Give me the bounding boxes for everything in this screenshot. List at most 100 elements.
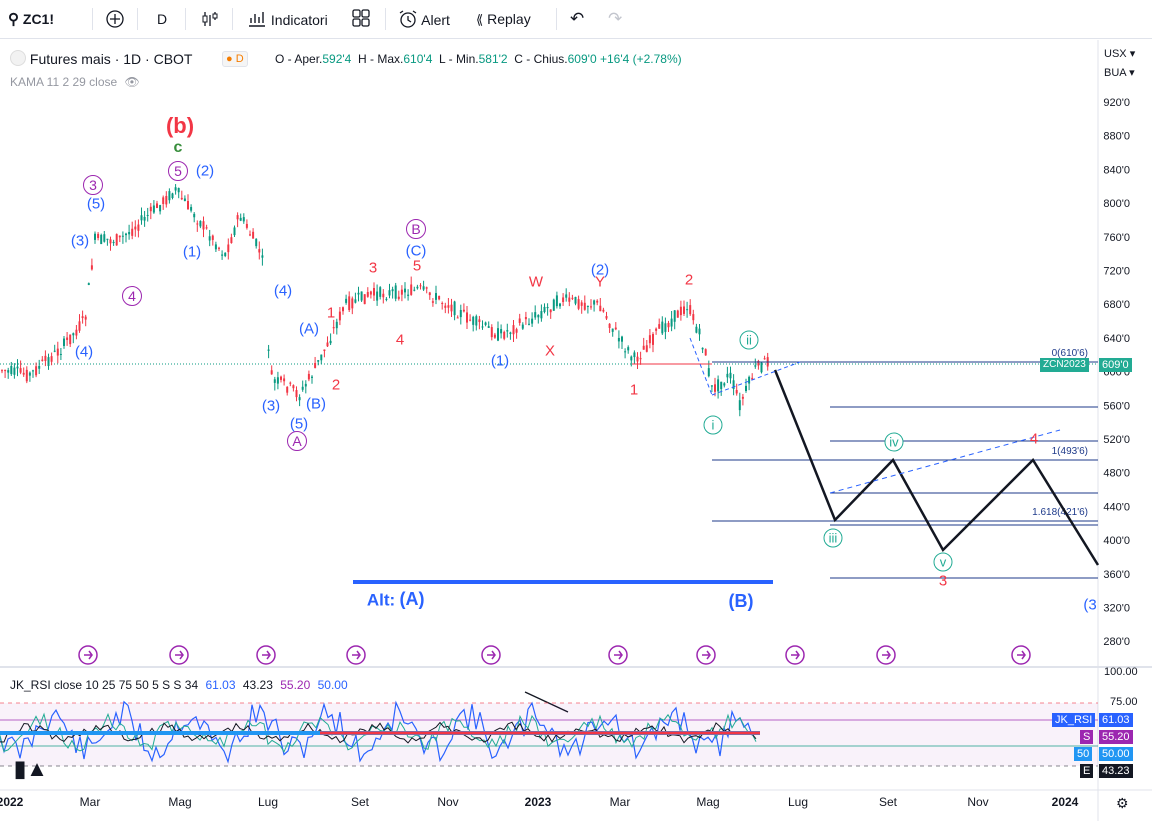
dashed-trendline[interactable]	[829, 429, 1061, 494]
wave-label-x-red[interactable]: X	[544, 342, 556, 360]
time-tick: Mar	[610, 795, 631, 809]
rsi-value-4: 50.00	[317, 678, 348, 692]
wave-label-alt[interactable]: Alt:	[366, 590, 396, 610]
interval-button[interactable]: D	[157, 11, 168, 27]
wave-label-one-red[interactable]: 1	[326, 304, 336, 322]
kama-legend[interactable]: KAMA 11 2 29 close 👁	[10, 75, 140, 89]
wave-label-iv-circ[interactable]: iv	[884, 432, 904, 452]
undo-button[interactable]: ↶	[570, 9, 584, 29]
projection-path[interactable]	[773, 369, 1100, 566]
eye-off-icon[interactable]: 👁	[124, 75, 140, 89]
event-icon[interactable]	[346, 645, 366, 665]
wave-label-four-red[interactable]: 4	[395, 331, 405, 349]
candle-body	[515, 329, 518, 333]
time-tick: Set	[879, 795, 898, 809]
wave-label-b-circ[interactable]: B	[406, 219, 426, 239]
wave-label-three-red[interactable]: 3	[368, 259, 378, 277]
wave-label-b-big[interactable]: (b)	[165, 113, 195, 138]
divergence-line[interactable]	[524, 691, 569, 713]
candle-body	[156, 203, 158, 209]
candle-body	[363, 294, 366, 305]
chart-canvas[interactable]: 0(610'6) 1(493'6) 1.618(421'6) 920'0 880'…	[0, 40, 1152, 821]
candle-body	[720, 381, 723, 390]
wave-label-four-paren-b[interactable]: (4)	[273, 282, 293, 300]
add-symbol-button[interactable]	[105, 9, 125, 29]
wave-label-one-paren[interactable]: (1)	[182, 243, 202, 261]
indicators-button[interactable]: Indicatori	[247, 9, 328, 29]
wave-label-five-circ[interactable]: 5	[168, 161, 188, 181]
events-row[interactable]	[78, 645, 1031, 665]
wave-label-one-paren-b[interactable]: (1)	[490, 352, 510, 370]
event-icon[interactable]	[481, 645, 501, 665]
wave-label-iii-circ[interactable]: iii	[823, 528, 843, 548]
wave-label-five-paren-b[interactable]: (5)	[289, 415, 309, 433]
wave-label-i-circ[interactable]: i	[703, 415, 723, 435]
dashed-trendline[interactable]	[711, 361, 801, 396]
replay-button[interactable]: ⟪ Replay	[476, 9, 531, 29]
wave-label-four-red-b[interactable]: 4	[1029, 430, 1039, 448]
wave-label-b-paren[interactable]: (B)	[306, 395, 326, 413]
candle-body	[741, 396, 744, 399]
wave-label-three-red-b[interactable]: 3	[938, 572, 948, 590]
candle-body	[38, 365, 41, 369]
wave-label-three-paren-b[interactable]: (3)	[261, 397, 281, 415]
candle-body	[283, 378, 286, 382]
event-icon[interactable]	[78, 645, 98, 665]
wave-label-y-red[interactable]: Y	[594, 273, 606, 291]
wave-label-three-circ[interactable]: 3	[83, 175, 103, 195]
redo-button[interactable]: ↷	[608, 9, 622, 29]
wave-label-w-red[interactable]: W	[528, 273, 544, 291]
price-axis[interactable]: 920'0 880'0 840'0 800'0 760'0 720'0 680'0 640'0…	[1103, 97, 1130, 648]
wave-label-c-green[interactable]: c	[173, 139, 183, 156]
candle-body	[416, 286, 419, 289]
candle-body	[258, 249, 261, 253]
candle-body	[376, 291, 379, 301]
change-value: +16'4 (+2.78%)	[599, 52, 682, 66]
wave-label-five-paren[interactable]: (5)	[86, 195, 106, 213]
wave-label-two-red-b[interactable]: 2	[684, 271, 694, 289]
wave-label-two-red[interactable]: 2	[331, 376, 341, 394]
candle-body	[320, 354, 323, 361]
settings-button[interactable]: ⚙	[1116, 795, 1129, 812]
unit-select[interactable]: BUA ▾	[1104, 66, 1135, 79]
time-axis[interactable]: 2022 Mar Mag Lug Set Nov 2023 Mar Mag Lug Set Nov 20…	[0, 795, 1079, 809]
wave-label-v-circ[interactable]: v	[933, 552, 953, 572]
wave-label-four-circ[interactable]: 4	[122, 286, 142, 306]
alert-button[interactable]: Alert	[398, 9, 450, 29]
wave-label-one-red-b[interactable]: 1	[629, 381, 639, 399]
chart-type-button[interactable]	[200, 9, 220, 29]
event-icon[interactable]	[1011, 645, 1031, 665]
wave-label-two-paren[interactable]: (2)	[195, 162, 215, 180]
currency-select[interactable]: USX ▾	[1104, 47, 1135, 60]
candle-body	[478, 319, 481, 323]
candle-body	[484, 322, 487, 325]
wave-label-alt-a[interactable]: (A)	[399, 589, 425, 609]
market-status-badge[interactable]: ● D	[222, 51, 248, 67]
wave-label-three-paren-c[interactable]: (3	[1083, 596, 1097, 614]
fib-extension[interactable]: 0(610'6) 1(493'6) 1.618(421'6)	[632, 348, 1098, 579]
wave-label-c-paren[interactable]: (C)	[405, 242, 427, 260]
wave-label-three-paren[interactable]: (3)	[70, 232, 90, 250]
candle-body	[493, 334, 496, 338]
event-icon[interactable]	[785, 645, 805, 665]
candle-body	[183, 198, 186, 202]
rsi-legend[interactable]: JK_RSI close 10 25 75 50 5 S S 34 61.03 …	[10, 678, 348, 692]
dashed-trendline[interactable]	[689, 337, 713, 396]
candle-body	[431, 301, 434, 303]
symbol-search[interactable]: ⚲ ZC1!	[8, 9, 54, 29]
event-icon[interactable]	[608, 645, 628, 665]
wave-label-a-circ[interactable]: A	[287, 431, 307, 451]
layouts-button[interactable]	[352, 9, 370, 29]
wave-label-b-paren-big[interactable]: (B)	[728, 591, 754, 611]
event-icon[interactable]	[169, 645, 189, 665]
event-icon[interactable]	[256, 645, 276, 665]
event-icon[interactable]	[876, 645, 896, 665]
wave-label-a-paren[interactable]: (A)	[299, 320, 319, 338]
event-icon[interactable]	[696, 645, 716, 665]
wave-label-two-paren-b[interactable]: (2)	[590, 261, 610, 279]
wave-label-five-red[interactable]: 5	[412, 257, 422, 275]
candle-body	[500, 329, 503, 334]
candle-body	[667, 322, 670, 328]
wave-label-four-paren-a[interactable]: (4)	[74, 343, 94, 361]
wave-label-ii-circ[interactable]: ii	[739, 330, 759, 350]
